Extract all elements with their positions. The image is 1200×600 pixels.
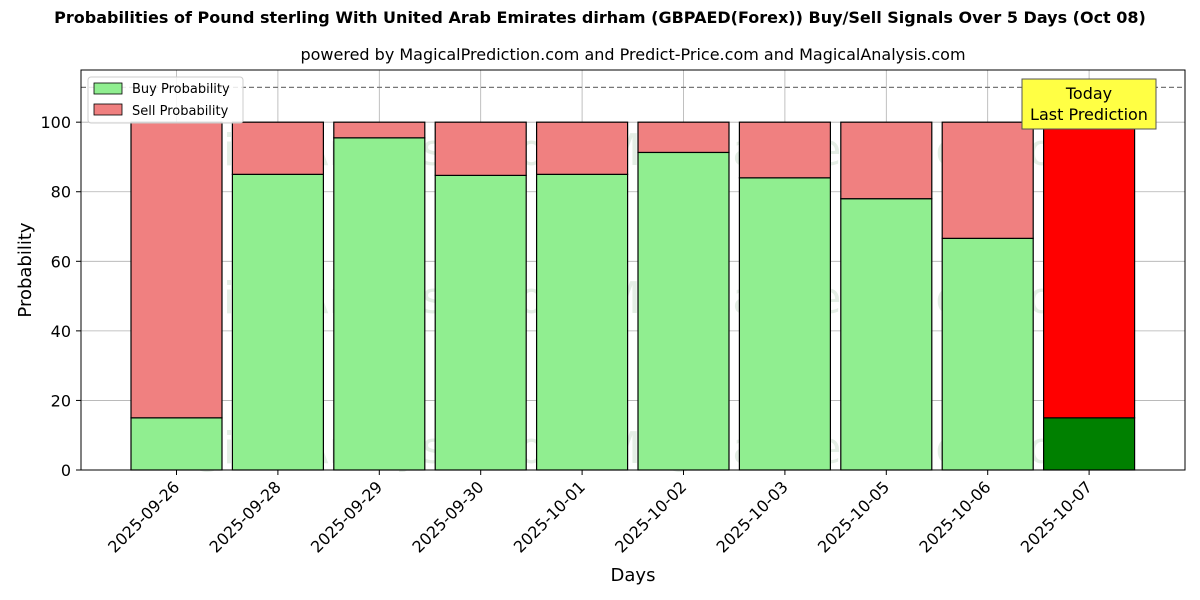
y-axis-label: Probability xyxy=(15,222,36,317)
bar-sell-2025-10-02 xyxy=(637,121,730,154)
bar-buy-2025-10-07 xyxy=(1042,417,1136,471)
y-axis-ticks: 0 20 40 60 80 100 xyxy=(40,113,81,480)
bar-buy-2025-09-28 xyxy=(231,173,324,471)
legend: Buy Probability Sell Probability xyxy=(87,76,244,124)
legend-sell-swatch xyxy=(93,103,123,116)
x-tick-label: 2025-10-01 xyxy=(510,477,589,556)
chart-subtitle: powered by MagicalPrediction.com and Pre… xyxy=(300,45,966,64)
x-axis-ticks: 2025-09-26 2025-09-28 2025-09-29 2025-09-30… xyxy=(104,470,1096,557)
bar-buy-2025-10-03 xyxy=(738,177,832,471)
x-tick-label: 2025-09-28 xyxy=(206,477,285,556)
legend-buy-swatch xyxy=(93,82,123,95)
legend-sell-label: Sell Probability xyxy=(132,104,229,119)
x-tick-label: 2025-10-02 xyxy=(611,477,690,556)
bar-buy-2025-09-26 xyxy=(130,417,223,471)
x-tick-label: 2025-10-06 xyxy=(915,477,994,556)
x-tick-label: 2025-09-26 xyxy=(104,477,183,556)
bar-buy-2025-10-01 xyxy=(535,173,629,471)
bar-sell-2025-10-05 xyxy=(840,121,933,200)
bars xyxy=(130,121,1136,471)
x-tick-label: 2025-09-29 xyxy=(307,477,386,556)
y-tick-label: 0 xyxy=(61,461,71,480)
bar-sell-2025-09-30 xyxy=(434,121,527,176)
bar-buy-2025-10-06 xyxy=(941,237,1034,471)
x-tick-label: 2025-09-30 xyxy=(408,477,487,556)
annotation-box xyxy=(1021,78,1157,130)
bar-buy-2025-09-30 xyxy=(434,174,527,471)
legend-buy-label: Buy Probability xyxy=(132,82,230,97)
plot-frame xyxy=(80,69,1186,471)
y-tick-label: 20 xyxy=(51,391,71,410)
x-axis-label: Days xyxy=(611,565,656,586)
annotation-line-1: Today xyxy=(1065,84,1112,103)
bar-buy-2025-10-02 xyxy=(637,151,730,471)
bar-sell-2025-09-28 xyxy=(231,121,324,175)
x-tick-label: 2025-10-05 xyxy=(814,477,893,556)
x-tick-label: 2025-10-07 xyxy=(1017,477,1096,556)
bar-sell-2025-09-29 xyxy=(333,121,426,139)
y-tick-label: 80 xyxy=(51,183,71,202)
chart-title: Probabilities of Pound sterling With Uni… xyxy=(54,8,1146,27)
annotation-line-2: Last Prediction xyxy=(1030,105,1148,124)
legend-box xyxy=(87,76,244,124)
bar-sell-2025-10-06 xyxy=(941,121,1034,239)
bar-sell-2025-09-26 xyxy=(130,121,223,419)
bar-sell-2025-10-07 xyxy=(1042,121,1136,419)
bar-buy-2025-09-29 xyxy=(333,137,426,471)
bar-sell-2025-10-03 xyxy=(738,121,832,179)
bar-buy-2025-10-05 xyxy=(840,198,933,471)
y-tick-label: 40 xyxy=(51,322,71,341)
y-tick-label: 60 xyxy=(51,252,71,271)
bar-sell-2025-10-01 xyxy=(535,121,629,175)
y-tick-label: 100 xyxy=(40,113,71,132)
today-annotation: Today Last Prediction xyxy=(1021,78,1157,130)
x-tick-label: 2025-10-03 xyxy=(713,477,792,556)
